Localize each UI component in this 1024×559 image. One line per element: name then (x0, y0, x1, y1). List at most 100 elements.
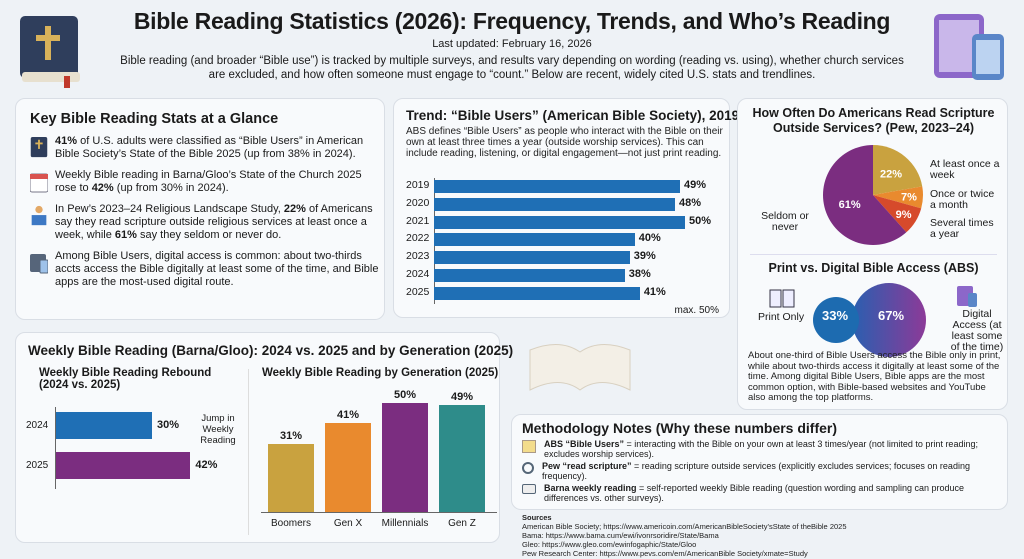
note-row: Barna weekly reading = self-reported wee… (522, 483, 997, 503)
tablet-phone-icon (934, 14, 1004, 80)
key-stats-title: Key Bible Reading Stats at a Glance (30, 111, 279, 127)
source-line: Pew Research Center: https://www.pevs.co… (522, 549, 808, 558)
chat-icon (522, 484, 536, 494)
stat-row: In Pew’s 2023–24 Religious Landscape Stu… (30, 203, 380, 242)
print-only-label: Print Only (758, 311, 805, 323)
generation-category-label: Boomers (270, 518, 311, 529)
stat-bible-users: 41% of U.S. adults were classified as “B… (55, 135, 364, 160)
trend-year-label: 2021 (406, 214, 430, 227)
trend-value-label: 41% (643, 285, 666, 298)
generation-bar (382, 403, 428, 512)
stat-row: 41% of U.S. adults were classified as “B… (30, 135, 380, 161)
stat-row: Among Bible Users, digital access is com… (30, 250, 380, 289)
generation-axis (261, 512, 497, 513)
pie-slice (873, 145, 923, 195)
generation-category-label: Millennials (381, 518, 429, 529)
stat-row: Weekly Bible reading in Barna/Gloo’s Sta… (30, 169, 380, 195)
rebound-bar (56, 452, 191, 479)
devices-icon (30, 254, 48, 274)
trend-bar (434, 215, 685, 229)
pew-digital-panel: How Often Do Americans Read Scripture Ou… (737, 98, 1008, 410)
generation-bar (268, 444, 314, 512)
sources-title: Sources (522, 513, 552, 522)
bible-logo-icon (20, 16, 80, 88)
print-circle (813, 297, 859, 343)
divider (248, 369, 249, 535)
source-line: Gleo: https://www.gleo.com/ewinfogaphic/… (522, 540, 697, 549)
trend-value-label: 40% (638, 232, 661, 245)
pie-chart: 22% 7% 9% 61% (823, 145, 923, 245)
pie-value-label: 22% (880, 169, 902, 181)
pie-title: How Often Do Americans Read Scripture Ou… (752, 106, 995, 135)
devices-icon (957, 286, 977, 307)
decorative-book-icon (529, 344, 631, 391)
trend-bar (434, 286, 640, 300)
calendar-icon (30, 173, 48, 193)
generation-value-label: 49% (450, 391, 474, 404)
weekly-reading-panel: Weekly Bible Reading (Barna/Gloo): 2024 … (15, 332, 513, 543)
trend-bar (434, 251, 630, 265)
trend-bar (434, 197, 675, 211)
source-line: Bama: https://www.bama.cum/ewi/ivonrsori… (522, 531, 719, 540)
page-title: Bible Reading Statistics (2026): Frequen… (133, 8, 891, 34)
trend-year-label: 2024 (406, 268, 430, 280)
trend-year-label: 2020 (406, 196, 430, 209)
rebound-value-label: 42% (195, 459, 218, 471)
trend-title: Trend: “Bible Users” (American Bible Soc… (406, 108, 777, 123)
trend-max-note: max. 50% (674, 305, 719, 316)
pie-slice (873, 186, 923, 209)
methodology-title: Methodology Notes (Why these numbers dif… (522, 420, 838, 436)
trend-year-label: 2019 (406, 179, 430, 191)
rebound-year-label: 2025 (26, 460, 49, 471)
key-stats-list: 41% of U.S. adults were classified as “B… (30, 135, 380, 289)
access-title: Print vs. Digital Bible Access (ABS) (768, 261, 979, 275)
trend-bar (434, 233, 635, 247)
intro-text: Bible reading (and broader “Bible use”) … (120, 55, 904, 81)
note-abs: ABS “Bible Users” = interacting with the… (544, 439, 978, 459)
magnifier-icon (522, 462, 534, 474)
sources: Sources American Bible Society; https://… (522, 513, 847, 558)
access-circles (813, 283, 926, 357)
note-row: ABS “Bible Users” = interacting with the… (522, 439, 997, 459)
trend-subtitle: ABS defines “Bible Users” as people who … (406, 126, 723, 159)
stat-digital: Among Bible Users, digital access is com… (55, 250, 379, 288)
access-caption: About one-third of Bible Users access th… (748, 350, 1001, 403)
digital-circle (852, 283, 926, 357)
stat-weekly-reading: Weekly Bible reading in Barna/Gloo’s Sta… (55, 169, 362, 194)
trend-value-label: 38% (628, 268, 651, 280)
trend-value-label: 49% (683, 179, 706, 191)
generation-value-label: 41% (336, 408, 360, 421)
digital-value: 67% (878, 308, 905, 323)
trend-value-label: 48% (678, 196, 701, 209)
pie-value-label: 61% (839, 199, 861, 211)
trend-year-label: 2023 (406, 250, 430, 263)
note-barna: Barna weekly reading = self-reported wee… (544, 483, 964, 503)
rebound-axis (55, 407, 56, 489)
trend-bar (434, 180, 680, 193)
print-value: 33% (822, 308, 849, 323)
rebound-year-label: 2024 (26, 420, 49, 431)
rebound-title: Weekly Bible Reading Rebound (2024 vs. 2… (39, 367, 212, 391)
generation-value-label: 50% (393, 389, 417, 401)
weekly-title: Weekly Bible Reading (Barna/Gloo): 2024 … (28, 343, 514, 358)
trend-panel: Trend: “Bible Users” (American Bible Soc… (393, 98, 777, 318)
generation-value-label: 31% (279, 430, 303, 443)
generation-category-label: Gen X (333, 518, 363, 529)
source-line: American Bible Society; https://www.amer… (522, 522, 847, 531)
notepad-icon (522, 440, 536, 453)
pie-legend-monthly: Once or twice a month (930, 188, 995, 211)
divider (750, 254, 997, 255)
reader-icon (31, 205, 47, 226)
generation-bar (439, 405, 485, 512)
generation-category-label: Gen Z (448, 518, 476, 529)
pie-legend-yearly: Several times a year (930, 217, 994, 240)
trend-bar (434, 269, 625, 282)
methodology-panel: Methodology Notes (Why these numbers dif… (511, 414, 1008, 510)
trend-year-label: 2022 (406, 232, 430, 245)
pie-legend-seldom: Seldom or never (761, 210, 809, 233)
pie-value-label: 9% (896, 209, 912, 221)
bible-icon (30, 137, 48, 158)
open-book-icon (769, 289, 795, 308)
note-row: Pew “read scripture” = reading scripture… (522, 461, 997, 481)
note-pew: Pew “read scripture” = reading scripture… (542, 461, 970, 481)
